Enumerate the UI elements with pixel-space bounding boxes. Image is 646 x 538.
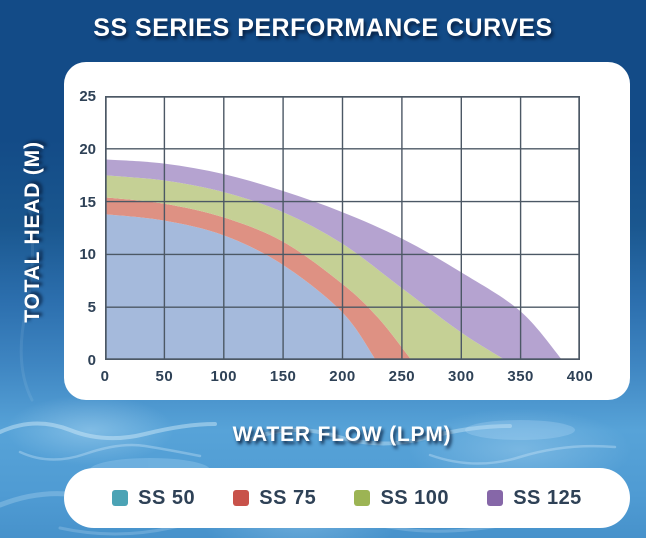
x-tick-label: 150: [269, 368, 297, 385]
x-tick-label: 350: [507, 368, 534, 385]
x-tick-label: 400: [566, 368, 594, 385]
y-tick-label: 20: [79, 140, 96, 158]
band-ss-100: [105, 175, 506, 360]
x-tick-label: 0: [100, 368, 110, 385]
y-tick-label: 10: [79, 246, 96, 264]
legend: SS 50 SS 75 SS 100 SS 125: [64, 468, 630, 528]
y-tick-label: 5: [87, 299, 96, 317]
legend-swatch-ss-50: [112, 490, 129, 506]
legend-swatch-ss-125: [487, 490, 504, 506]
plot-border: [105, 96, 580, 360]
legend-item-ss-100: SS 100: [354, 487, 449, 510]
chart-panel: 0 5 10 15 20 25 0 50 100 150 200 250 300 350 400: [64, 62, 630, 400]
band-ss-50: [105, 214, 376, 360]
legend-label: SS 50: [138, 486, 196, 509]
legend-swatch-ss-100: [354, 490, 371, 506]
y-tick-label: 0: [87, 352, 96, 369]
x-axis-title: WATER FLOW (LPM): [232, 423, 452, 446]
performance-curves-plot: [105, 96, 580, 360]
legend-label: SS 125: [513, 486, 582, 509]
x-tick-label: 250: [388, 368, 416, 385]
page-title: SS SERIES PERFORMANCE CURVES: [93, 14, 553, 42]
x-tick-label: 300: [447, 368, 475, 385]
legend-item-ss-125: SS 125: [487, 487, 582, 510]
x-tick-label: 50: [155, 368, 174, 385]
legend-label: SS 75: [259, 486, 317, 509]
y-axis-title: TOTAL HEAD (M): [21, 141, 44, 323]
legend-label: SS 100: [380, 486, 450, 509]
band-ss-75: [105, 197, 412, 360]
legend-item-ss-75: SS 75: [233, 487, 316, 510]
band-ss-125: [105, 159, 563, 360]
y-tick-label: 25: [79, 88, 96, 105]
legend-swatch-ss-75: [233, 490, 250, 506]
y-tick-label: 15: [79, 193, 96, 211]
legend-item-ss-50: SS 50: [112, 487, 195, 510]
x-tick-label: 100: [210, 368, 238, 385]
x-tick-label: 200: [329, 368, 356, 385]
